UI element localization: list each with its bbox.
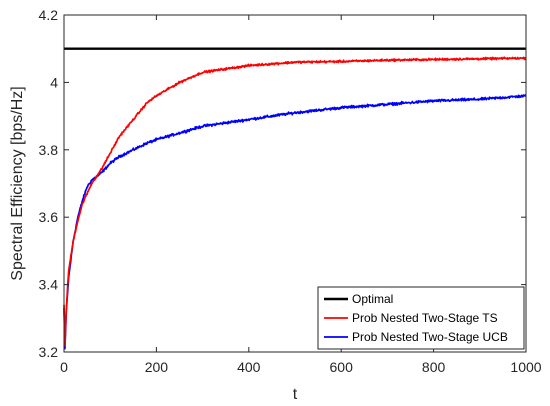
legend: Optimal Prob Nested Two-Stage TS Prob Nest…	[317, 286, 525, 350]
x-axis-title: t	[293, 386, 298, 403]
y-tick-label: 3.8	[39, 142, 59, 158]
series-line-ts	[63, 56, 527, 347]
y-tick-label: 3.4	[39, 277, 59, 293]
y-tick-label: 4.2	[39, 7, 59, 23]
y-tick-label: 3.6	[39, 209, 59, 225]
x-tick-label: 600	[330, 359, 354, 375]
y-tick-label: 3.2	[39, 344, 59, 360]
series-line-ucb	[63, 94, 527, 350]
x-tick-label: 800	[422, 359, 446, 375]
y-axis-title: Spectral Efficiency [bps/Hz]	[9, 86, 26, 280]
legend-entry-label: Prob Nested Two-Stage TS	[352, 311, 498, 325]
axes-layer: 0 200 400 600 800 1000 3.2 3.4 3.6 3.8 4 4.2	[39, 7, 542, 375]
series-layer	[63, 47, 527, 350]
x-tick-label: 400	[237, 359, 261, 375]
legend-entry-label: Prob Nested Two-Stage UCB	[352, 330, 508, 344]
legend-entry-label: Optimal	[352, 292, 393, 306]
y-tick-label: 4	[50, 74, 58, 90]
legend-box	[317, 286, 525, 350]
x-tick-label: 0	[60, 359, 68, 375]
axes-box	[63, 14, 527, 353]
x-tick-label: 200	[145, 359, 169, 375]
x-tick-label: 1000	[510, 359, 541, 375]
